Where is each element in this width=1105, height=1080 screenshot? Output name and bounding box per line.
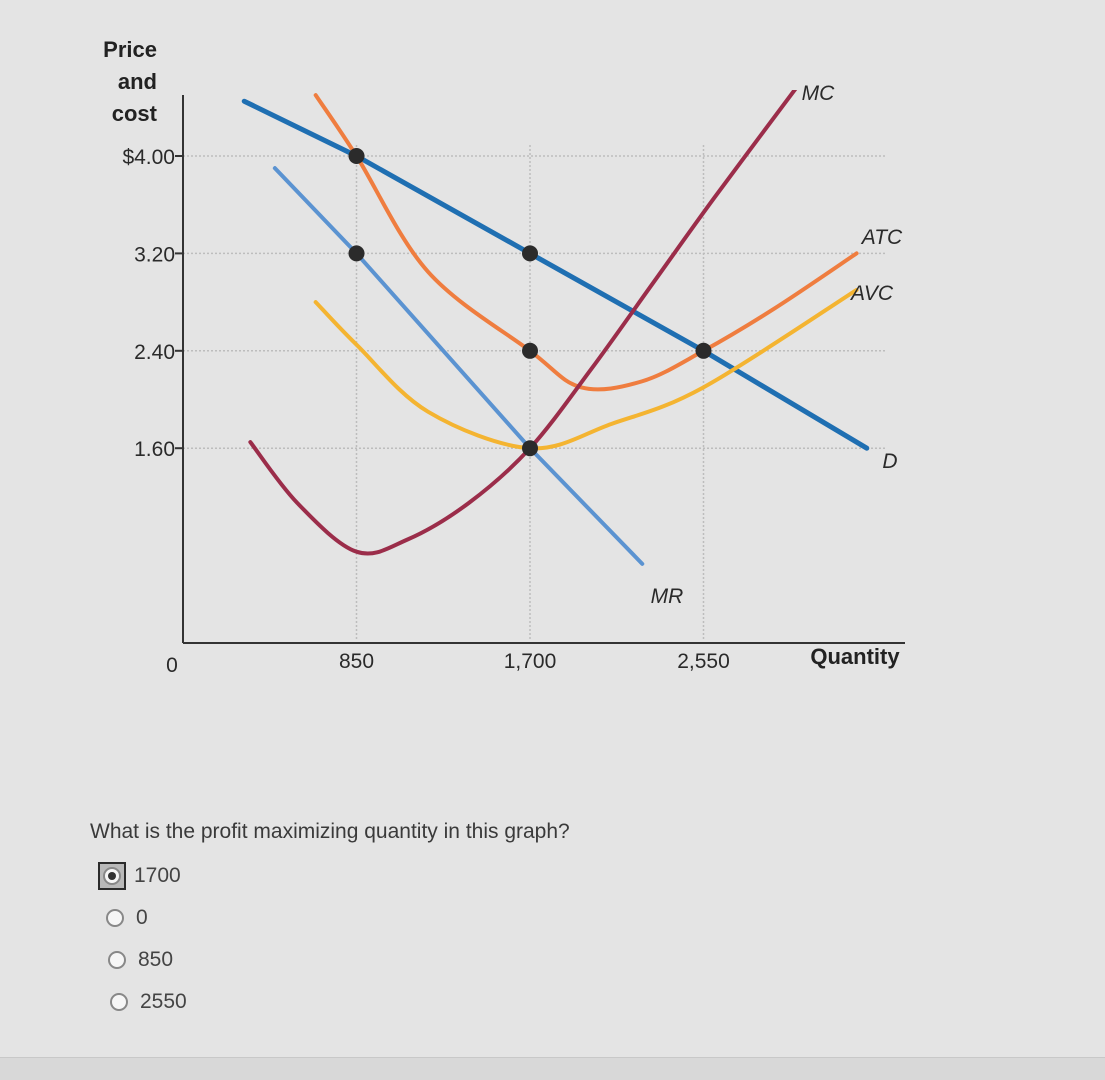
data-point-5 [695,342,712,359]
axis-layer [175,95,905,644]
option-label: 2550 [140,990,187,1013]
radio-button[interactable] [108,951,126,969]
option-0[interactable]: 0 [106,906,148,930]
option-label: 1700 [134,864,181,887]
y-axis-title-line-2: cost [112,101,158,126]
question-text: What is the profit maximizing quantity i… [90,820,570,843]
data-point-1 [348,245,365,262]
x-tick-label-0: 850 [339,650,374,673]
label-layer: Price and cost $4.00 3.20 2.40 1.60 0 850 1,700 2,… [103,37,903,677]
data-point-3 [522,342,538,359]
curve-mr [272,166,645,566]
radio-button[interactable] [106,909,124,927]
grid-layer [183,145,885,640]
point-layer [348,148,712,457]
option-1700[interactable]: 1700 [98,862,181,890]
selected-highlight [98,862,126,890]
option-2550[interactable]: 2550 [110,990,187,1014]
y-axis-title-line-0: Price [103,37,157,62]
data-point-4 [522,440,538,457]
radio-button[interactable] [110,993,128,1011]
option-850[interactable]: 850 [108,948,173,972]
curve-label-atc: ATC [860,226,903,249]
curve-label-mr: MR [651,585,684,608]
y-tick-label-0: $4.00 [122,146,175,169]
curve-label-d: D [882,450,897,473]
curve-label-avc: AVC [849,282,894,305]
curve-avc [313,287,859,451]
x-tick-label-1: 1,700 [504,650,557,673]
option-label: 0 [136,906,148,929]
curve-layer [241,90,870,566]
y-axis-title-line-1: and [118,69,157,94]
y-tick-label-2: 2.40 [134,341,175,364]
data-point-2 [522,245,538,262]
origin-label: 0 [166,654,178,677]
data-point-0 [348,148,365,164]
option-label: 850 [138,948,174,971]
y-tick-label-1: 3.20 [134,243,175,266]
curve-atc [313,93,859,392]
curve-d [241,98,870,451]
x-axis-title: Quantity [810,644,900,669]
cost-curves-chart: Price and cost $4.00 3.20 2.40 1.60 0 850 1,700 2,… [103,37,905,677]
bottom-strip [0,1057,1105,1080]
x-tick-label-2: 2,550 [677,650,730,673]
radio-button-checked[interactable] [103,867,121,885]
y-tick-label-3: 1.60 [134,438,175,461]
curve-label-mc: MC [802,82,835,105]
